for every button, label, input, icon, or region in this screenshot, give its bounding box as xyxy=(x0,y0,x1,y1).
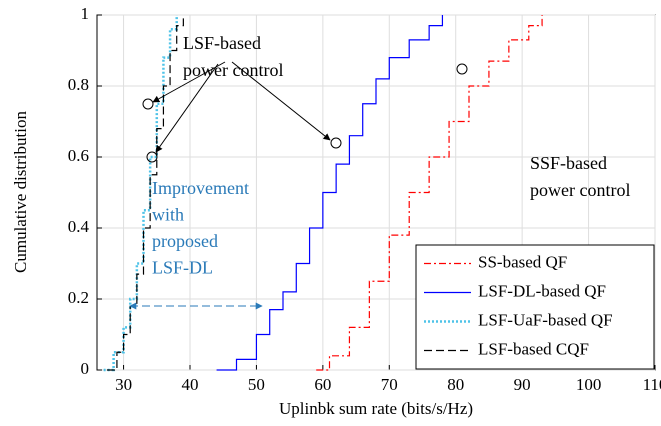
x-tick-label: 70 xyxy=(381,375,398,394)
annotation-arrows xyxy=(129,61,468,310)
x-tick-label: 30 xyxy=(115,375,132,394)
y-tick-label: 0.6 xyxy=(68,146,89,165)
legend-label: SS-based QF xyxy=(478,252,567,271)
x-tick-label: 60 xyxy=(314,375,331,394)
annotation: Improvement xyxy=(152,178,249,198)
x-tick-label: 50 xyxy=(248,375,265,394)
annotation: LSF-based xyxy=(183,33,261,53)
x-axis-label: Uplinbk sum rate (bits/s/Hz) xyxy=(279,399,473,418)
y-axis-label: Cumulative distribution xyxy=(11,111,30,273)
annotation: power control xyxy=(183,60,283,80)
legend-box xyxy=(415,244,655,370)
series-line xyxy=(316,15,543,371)
x-tick-label: 100 xyxy=(576,375,602,394)
x-tick-label: 40 xyxy=(182,375,199,394)
annotation: proposed xyxy=(152,231,218,251)
y-tick-label: 0.2 xyxy=(68,288,89,307)
annotation: LSF-DL xyxy=(152,258,213,278)
annotation: with xyxy=(152,205,184,225)
annotation: SSF-based xyxy=(530,153,607,173)
series-line xyxy=(216,15,444,371)
y-tick-label: 0 xyxy=(81,359,90,378)
legend-label: LSF-UaF-based QF xyxy=(478,310,613,329)
series-line xyxy=(106,15,184,371)
x-tick-label: 80 xyxy=(447,375,464,394)
y-tick-label: 1 xyxy=(81,4,90,23)
annotation: power control xyxy=(530,180,630,200)
y-tick-label: 0.4 xyxy=(68,217,90,236)
legend-label: LSF-DL-based QF xyxy=(478,281,606,300)
x-tick-label: 110 xyxy=(643,375,661,394)
legend-label: LSF-based CQF xyxy=(478,339,589,358)
y-tick-label: 0.8 xyxy=(68,75,89,94)
x-tick-label: 90 xyxy=(514,375,531,394)
